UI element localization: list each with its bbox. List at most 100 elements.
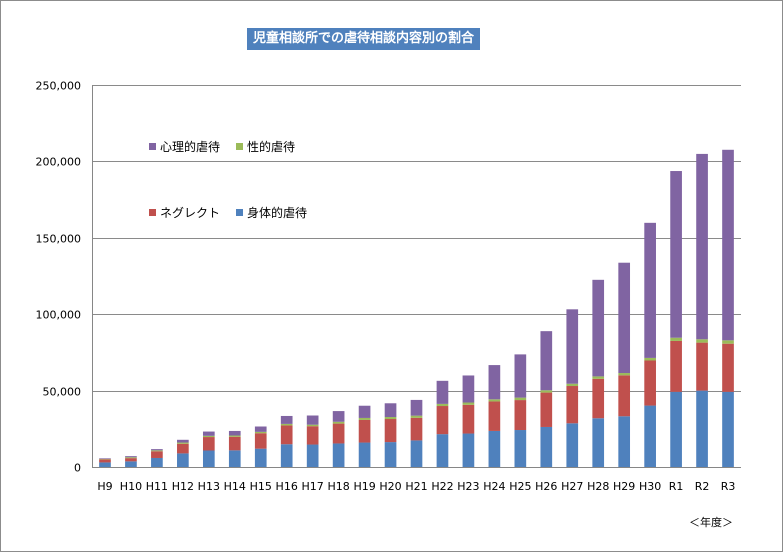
x-tick-label: R2 — [695, 480, 710, 493]
bar-psychological-H17 — [307, 416, 319, 425]
bar-sexual-R3 — [722, 340, 734, 343]
bar-neglect-H25 — [515, 400, 527, 430]
bar-psychological-H15 — [255, 427, 267, 432]
bar-psychological-H30 — [644, 223, 656, 358]
bar-physical-H10 — [125, 461, 137, 467]
bar-neglect-H22 — [437, 406, 449, 434]
bar-sexual-R1 — [670, 338, 682, 341]
x-tick-label: H28 — [587, 480, 609, 493]
bar-psychological-H25 — [515, 354, 527, 397]
bar-psychological-H21 — [411, 400, 423, 416]
x-tick-label: H25 — [509, 480, 531, 493]
bar-neglect-H20 — [385, 419, 397, 442]
bar-physical-H12 — [177, 453, 189, 467]
x-tick-label: H22 — [431, 480, 453, 493]
x-tick-label: H20 — [379, 480, 401, 493]
legend-label-physical: 身体的虐待 — [247, 204, 307, 221]
bar-psychological-H14 — [229, 431, 241, 436]
bar-sexual-H18 — [333, 422, 345, 424]
y-tick-label: 200,000 — [36, 156, 82, 169]
bar-physical-H18 — [333, 443, 345, 467]
bar-neglect-H23 — [463, 405, 475, 434]
legend-label-neglect: ネグレクト — [160, 204, 220, 221]
bar-neglect-H13 — [203, 437, 215, 450]
bar-psychological-H27 — [566, 309, 578, 383]
bar-psychological-H11 — [151, 449, 163, 450]
bar-physical-H25 — [515, 430, 527, 467]
bar-physical-H27 — [566, 423, 578, 467]
x-tick-label: H18 — [327, 480, 349, 493]
bar-physical-H16 — [281, 444, 293, 467]
bar-sexual-H27 — [566, 384, 578, 386]
bar-physical-H30 — [644, 406, 656, 467]
bar-physical-H11 — [151, 458, 163, 467]
y-tick-label: 0 — [74, 462, 81, 475]
x-tick-label: H21 — [405, 480, 427, 493]
x-tick-label: H27 — [561, 480, 583, 493]
bar-sexual-H11 — [151, 450, 163, 451]
bar-neglect-H16 — [281, 425, 293, 444]
bar-neglect-H29 — [618, 375, 630, 416]
bar-sexual-H26 — [540, 390, 552, 392]
bar-psychological-H19 — [359, 406, 371, 418]
bar-psychological-H12 — [177, 440, 189, 443]
legend-item-sexual: 性的虐待 — [236, 138, 295, 155]
x-tick-label: H11 — [146, 480, 168, 493]
bar-neglect-H9 — [99, 459, 111, 462]
legend-swatch-psychological — [149, 143, 156, 150]
bar-physical-H21 — [411, 440, 423, 467]
bar-sexual-H12 — [177, 443, 189, 444]
bar-physical-R1 — [670, 392, 682, 467]
bar-physical-H26 — [540, 427, 552, 467]
bar-neglect-H21 — [411, 418, 423, 441]
legend-label-sexual: 性的虐待 — [247, 138, 295, 155]
bar-neglect-H28 — [592, 379, 604, 418]
bar-psychological-H16 — [281, 416, 293, 424]
bar-psychological-H23 — [463, 375, 475, 402]
bar-sexual-H30 — [644, 358, 656, 361]
bar-physical-H22 — [437, 434, 449, 467]
bar-sexual-H22 — [437, 404, 449, 406]
bar-sexual-H29 — [618, 373, 630, 375]
x-tick-label: H10 — [120, 480, 142, 493]
x-tick-label: H24 — [483, 480, 505, 493]
bar-psychological-H10 — [125, 456, 137, 457]
bar-neglect-H12 — [177, 444, 189, 454]
bar-neglect-R2 — [696, 343, 708, 391]
bar-physical-H29 — [618, 416, 630, 467]
bar-sexual-H28 — [592, 376, 604, 378]
bar-physical-H28 — [592, 418, 604, 467]
bar-physical-H14 — [229, 450, 241, 467]
x-tick-label: H29 — [613, 480, 635, 493]
bar-physical-H9 — [99, 462, 111, 467]
bar-physical-H19 — [359, 443, 371, 467]
x-tick-label: H23 — [457, 480, 479, 493]
legend-item-neglect: ネグレクト — [149, 204, 220, 221]
x-tick-label: H12 — [172, 480, 194, 493]
x-tick-label: H15 — [250, 480, 272, 493]
x-tick-label: H19 — [353, 480, 375, 493]
bar-neglect-H18 — [333, 424, 345, 444]
bar-neglect-H26 — [540, 393, 552, 427]
bar-neglect-H10 — [125, 458, 137, 461]
legend-swatch-neglect — [149, 209, 156, 216]
bar-physical-H15 — [255, 449, 267, 467]
bar-sexual-H25 — [515, 398, 527, 400]
legend-swatch-sexual — [236, 143, 243, 150]
legend-swatch-physical — [236, 209, 243, 216]
bar-sexual-H24 — [489, 399, 501, 401]
bar-psychological-H13 — [203, 432, 215, 436]
x-tick-label: R1 — [669, 480, 684, 493]
bar-sexual-H20 — [385, 417, 397, 419]
bar-psychological-H29 — [618, 263, 630, 373]
bar-neglect-H27 — [566, 386, 578, 423]
bar-neglect-H15 — [255, 433, 267, 448]
x-tick-label: H17 — [302, 480, 324, 493]
bar-neglect-H24 — [489, 401, 501, 430]
bar-psychological-H22 — [437, 381, 449, 404]
y-tick-label: 250,000 — [36, 80, 82, 93]
bar-psychological-R2 — [696, 154, 708, 339]
bar-neglect-H11 — [151, 451, 163, 458]
bar-psychological-H18 — [333, 411, 345, 422]
